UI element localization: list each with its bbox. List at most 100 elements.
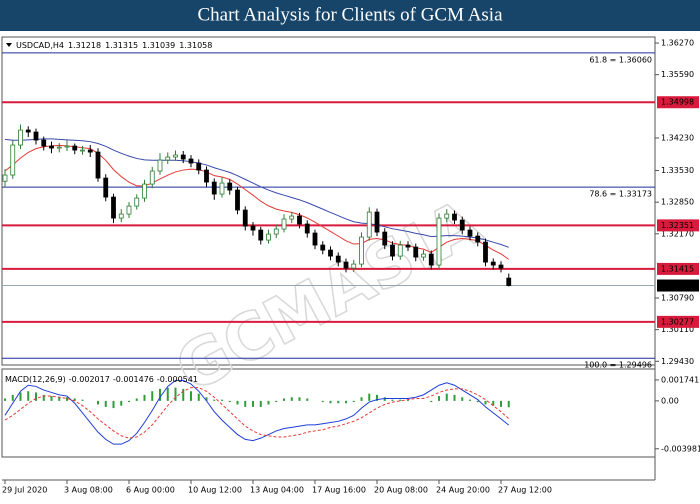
- histogram-bar: [166, 387, 169, 401]
- candle-body: [41, 139, 47, 147]
- macd-reading: -0.001476: [113, 375, 154, 384]
- histogram-bar: [11, 394, 14, 401]
- candle-body: [180, 154, 186, 160]
- histogram-bar: [298, 397, 301, 401]
- histogram-bar: [50, 396, 53, 401]
- candle-body: [95, 151, 101, 179]
- histogram-bar: [58, 397, 61, 401]
- candle-body: [289, 215, 295, 220]
- fib-label: 78.6 = 1.33173: [589, 190, 652, 199]
- histogram-bar: [352, 400, 355, 403]
- level-tag: [657, 262, 699, 275]
- candle-body: [33, 131, 39, 141]
- histogram-bar: [104, 400, 107, 407]
- y-tick-label: 1.32850: [661, 198, 694, 207]
- candle-body: [506, 277, 512, 286]
- histogram-bar: [42, 394, 45, 401]
- level-label: 1.31415: [661, 264, 694, 273]
- line: [4, 138, 509, 248]
- candle-body: [436, 217, 442, 266]
- candle-body: [366, 211, 372, 238]
- histogram-bar: [290, 397, 293, 401]
- candle-body: [266, 233, 271, 241]
- histogram-bar: [221, 399, 223, 401]
- histogram-bar: [143, 394, 146, 401]
- candle-body: [304, 223, 310, 234]
- candle-body: [281, 218, 287, 230]
- macd-header: MACD(12,26,9) -0.002017 -0.001476 -0.000541: [5, 375, 198, 384]
- histogram-bar: [151, 391, 154, 401]
- histogram-bar: [205, 397, 208, 401]
- candle-body: [196, 162, 202, 171]
- x-tick-label: 29 Jul 2020: [2, 486, 47, 495]
- histogram-bar: [383, 397, 386, 401]
- histogram-bar: [469, 399, 471, 401]
- y-tick-label: 1.34230: [661, 133, 694, 142]
- quote-value: 1.31315: [105, 41, 138, 50]
- fib-label: 100.0 = 1.29496: [584, 361, 652, 370]
- candle-body: [459, 219, 465, 231]
- y-tick-label: 1.33530: [661, 166, 694, 175]
- y-tick-label: 1.36270: [661, 39, 694, 48]
- candle-body: [390, 244, 395, 257]
- candle-body: [498, 264, 504, 269]
- candle-body: [242, 209, 248, 227]
- quote-header: USDCAD,H4 1.31218 1.31315 1.31039 1.31058: [16, 41, 212, 50]
- candle-body: [10, 144, 16, 176]
- histogram-bar: [461, 397, 464, 401]
- level-tag: [657, 96, 699, 109]
- candle-body: [80, 149, 85, 152]
- histogram-bar: [244, 400, 247, 407]
- candle-body: [204, 169, 209, 183]
- price-tag: [657, 279, 699, 292]
- x-tick-label: 27 Aug 12:00: [498, 486, 552, 495]
- candle-body: [382, 231, 388, 246]
- histogram-bar: [128, 400, 130, 403]
- quote-value: 1.31218: [68, 41, 101, 50]
- histogram-bar: [66, 397, 68, 401]
- macd-reading: -0.000541: [157, 375, 198, 384]
- histogram-bar: [399, 399, 402, 401]
- candle-body: [405, 244, 411, 248]
- candle-body: [111, 196, 116, 219]
- histogram-bar: [135, 398, 138, 401]
- x-tick-label: 6 Aug 00:00: [126, 486, 175, 495]
- line: [4, 387, 510, 439]
- histogram-bar: [500, 400, 502, 407]
- level-tag: [657, 315, 699, 328]
- histogram-bar: [73, 398, 76, 401]
- histogram-bar: [81, 399, 84, 401]
- candle-body: [475, 235, 481, 243]
- candle-body: [444, 213, 450, 219]
- x-tick-label: 20 Aug 08:00: [374, 486, 428, 495]
- histogram-bar: [159, 388, 161, 401]
- chart-title: Chart Analysis for Clients of GCM Asia: [197, 4, 503, 25]
- candle-body: [397, 244, 403, 257]
- level-label: 1.34998: [661, 98, 694, 107]
- candle-body: [413, 246, 419, 258]
- candle-body: [2, 174, 8, 182]
- x-tick-label: 3 Aug 08:00: [64, 486, 113, 495]
- candle-body: [312, 232, 318, 246]
- candle-body: [343, 261, 349, 269]
- level-label: 1.32351: [661, 221, 694, 230]
- candle-body: [142, 183, 147, 199]
- fib-label: 61.8 = 1.36060: [589, 55, 652, 64]
- histogram-bar: [306, 398, 309, 401]
- candle-body: [490, 261, 496, 266]
- histogram-bar: [376, 394, 378, 401]
- y-tick-label: 0.00: [661, 396, 679, 405]
- histogram-bar: [430, 400, 433, 403]
- candle-body: [173, 154, 178, 158]
- candle-body: [374, 211, 380, 233]
- candle-body: [149, 170, 155, 185]
- candle-body: [452, 213, 457, 221]
- quote-value: 1.31039: [142, 41, 175, 50]
- y-tick-label: 1.29430: [661, 357, 694, 366]
- histogram-bar: [507, 400, 510, 408]
- candle-body: [359, 236, 364, 265]
- histogram-bar: [252, 400, 254, 407]
- histogram-bar: [19, 392, 22, 401]
